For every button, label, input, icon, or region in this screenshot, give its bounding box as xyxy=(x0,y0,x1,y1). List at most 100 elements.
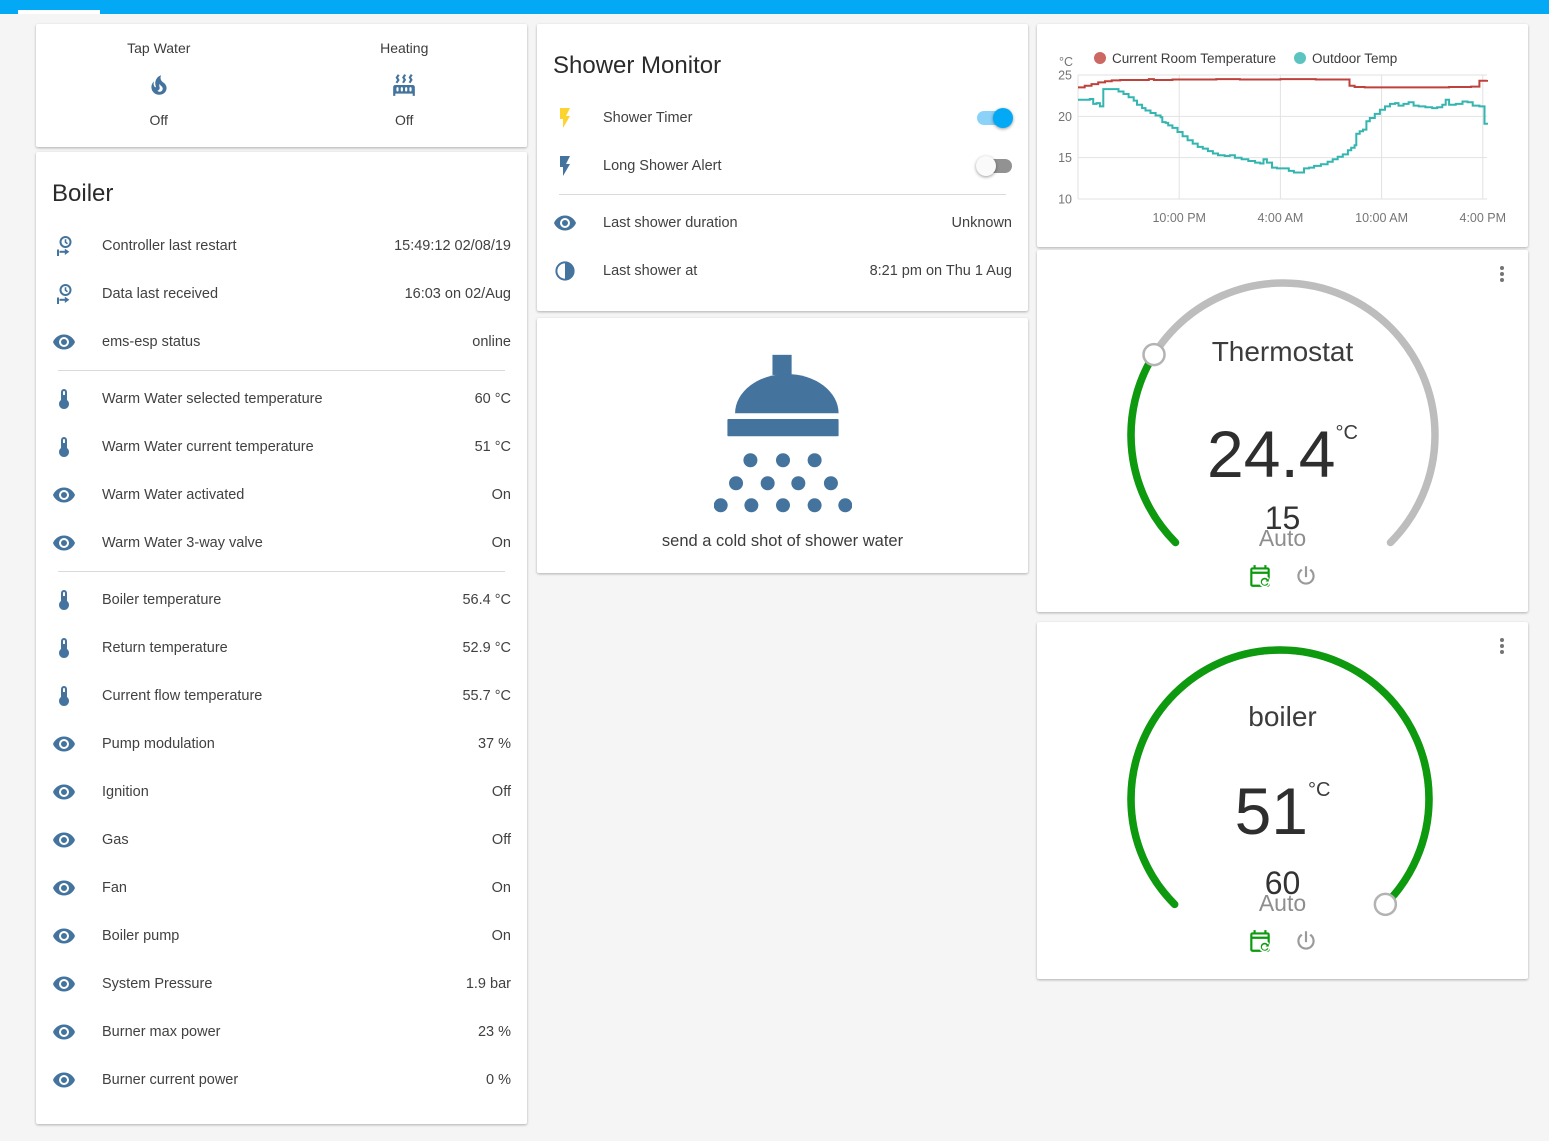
entity-state-value: 37 % xyxy=(477,736,511,752)
entity-row[interactable]: Controller last restart 15:49:12 02/08/19 xyxy=(52,222,511,270)
power-button[interactable] xyxy=(1293,563,1319,589)
entity-row[interactable]: Ignition Off xyxy=(52,768,511,816)
entity-row[interactable]: Data last received 16:03 on 02/Aug xyxy=(52,270,511,318)
legend-label[interactable]: Outdoor Temp xyxy=(1312,51,1397,66)
eye-icon xyxy=(52,780,76,804)
entity-label: ems-esp status xyxy=(102,334,201,350)
shower-button-card[interactable]: send a cold shot of shower water xyxy=(537,318,1028,573)
thermometer-icon xyxy=(52,588,76,612)
eye-icon xyxy=(52,732,76,756)
toggle-knob xyxy=(993,108,1013,128)
entity-row[interactable]: Fan On xyxy=(52,864,511,912)
entity-state-value: 23 % xyxy=(477,1024,511,1040)
entity-label: Boiler pump xyxy=(102,928,180,944)
entity-label: Long Shower Alert xyxy=(603,158,722,174)
thermometer-icon xyxy=(52,435,76,459)
eye-icon xyxy=(52,924,76,948)
target-temperature: 60 xyxy=(1264,865,1301,901)
entity-state-value: 8:21 pm on Thu 1 Aug xyxy=(869,263,1012,279)
toggle-knob xyxy=(976,156,996,176)
entity-row[interactable]: System Pressure 1.9 bar xyxy=(52,960,511,1008)
entity-row[interactable]: Gas Off xyxy=(52,816,511,864)
kebab-menu-icon[interactable] xyxy=(1490,262,1514,286)
entity-state-value: 60 °C xyxy=(474,391,511,407)
x-tick-label: 10:00 AM xyxy=(1355,211,1408,225)
entity-row[interactable]: Warm Water current temperature 51 °C xyxy=(52,423,511,471)
glance-entity-state: Off xyxy=(395,112,414,128)
power-button[interactable] xyxy=(1293,928,1319,954)
boiler-name: boiler xyxy=(1248,701,1317,732)
entity-state-value: Unknown xyxy=(951,215,1012,231)
eye-icon xyxy=(553,211,577,235)
entity-label: Warm Water selected temperature xyxy=(102,391,323,407)
thermometer-icon xyxy=(52,636,76,660)
clock-half-icon xyxy=(553,259,577,283)
entity-label: Ignition xyxy=(102,784,149,800)
y-axis-unit-label: °C xyxy=(1059,55,1073,69)
boiler-climate-card: boiler 51°C 60 Auto xyxy=(1037,622,1528,979)
entity-row[interactable]: Warm Water selected temperature 60 °C xyxy=(52,375,511,423)
section-divider xyxy=(58,571,505,572)
entity-label: Current flow temperature xyxy=(102,688,263,704)
entity-label: Last shower at xyxy=(603,263,698,279)
entity-row[interactable]: Return temperature 52.9 °C xyxy=(52,624,511,672)
kebab-menu-icon[interactable] xyxy=(1490,634,1514,658)
entity-label: Warm Water current temperature xyxy=(102,439,314,455)
legend-label[interactable]: Current Room Temperature xyxy=(1112,51,1276,66)
auto-mode-button[interactable] xyxy=(1247,563,1273,589)
glance-entity-state: Off xyxy=(149,112,168,128)
entity-row[interactable]: Warm Water 3-way valve On xyxy=(52,519,511,567)
hvac-mode-label: Auto xyxy=(1258,525,1307,551)
entity-label: Data last received xyxy=(102,286,219,302)
entity-state-value: On xyxy=(491,928,511,944)
flash-icon xyxy=(553,154,577,178)
entity-row[interactable]: Burner current power 0 % xyxy=(52,1056,511,1104)
eye-icon xyxy=(52,531,76,555)
glance-item-tap-water[interactable]: Tap Water Off xyxy=(36,40,282,147)
series-line xyxy=(1078,78,1488,89)
auto-mode-button[interactable] xyxy=(1247,928,1273,954)
entity-label: Boiler temperature xyxy=(102,592,222,608)
entity-state-value: 1.9 bar xyxy=(465,976,511,992)
entity-row[interactable]: Burner max power 23 % xyxy=(52,1008,511,1056)
entity-state-value: 55.7 °C xyxy=(462,688,511,704)
clock-start-icon xyxy=(52,234,76,258)
eye-icon xyxy=(52,828,76,852)
dial-handle[interactable] xyxy=(1142,342,1166,367)
entity-label: Burner current power xyxy=(102,1072,239,1088)
active-tab-indicator[interactable] xyxy=(18,10,100,14)
x-tick-label: 4:00 AM xyxy=(1257,211,1303,225)
entity-state-value: online xyxy=(472,334,511,350)
entity-row[interactable]: Long Shower Alert xyxy=(553,142,1012,190)
entity-row[interactable]: Boiler temperature 56.4 °C xyxy=(52,576,511,624)
eye-icon xyxy=(52,1068,76,1092)
entity-row[interactable]: Warm Water activated On xyxy=(52,471,511,519)
fire-icon xyxy=(146,72,172,98)
y-tick-label: 25 xyxy=(1058,69,1072,83)
eye-icon xyxy=(52,1020,76,1044)
series-line xyxy=(1078,88,1488,174)
history-chart-card: 25 20 15 10 10:00 PM 4:00 AM 10:00 AM 4:00 PM °C… xyxy=(1037,24,1528,247)
section-divider xyxy=(58,370,505,371)
entity-row[interactable]: Current flow temperature 55.7 °C xyxy=(52,672,511,720)
legend-dot xyxy=(1294,52,1306,64)
glance-item-heating[interactable]: Heating Off xyxy=(282,40,528,147)
toggle-switch[interactable] xyxy=(976,156,1012,176)
entity-row[interactable]: Boiler pump On xyxy=(52,912,511,960)
entity-row[interactable]: Last shower duration Unknown xyxy=(553,199,1012,247)
entity-label: Controller last restart xyxy=(102,238,237,254)
entity-row[interactable]: ems-esp status online xyxy=(52,318,511,366)
y-tick-label: 10 xyxy=(1058,193,1072,207)
entity-row[interactable]: Last shower at 8:21 pm on Thu 1 Aug xyxy=(553,247,1012,295)
entity-state-value: Off xyxy=(491,832,511,848)
dial-handle[interactable] xyxy=(1373,892,1398,917)
shower-monitor-card: Shower Monitor Shower Timer Long Shower A… xyxy=(537,24,1028,311)
entity-label: Last shower duration xyxy=(603,215,738,231)
thermometer-icon xyxy=(52,684,76,708)
y-tick-label: 20 xyxy=(1058,110,1072,124)
entity-row[interactable]: Shower Timer xyxy=(553,94,1013,142)
toggle-switch[interactable] xyxy=(977,108,1013,128)
dial-arc xyxy=(1127,646,1433,909)
entity-row[interactable]: Pump modulation 37 % xyxy=(52,720,511,768)
y-tick-label: 15 xyxy=(1058,151,1072,165)
